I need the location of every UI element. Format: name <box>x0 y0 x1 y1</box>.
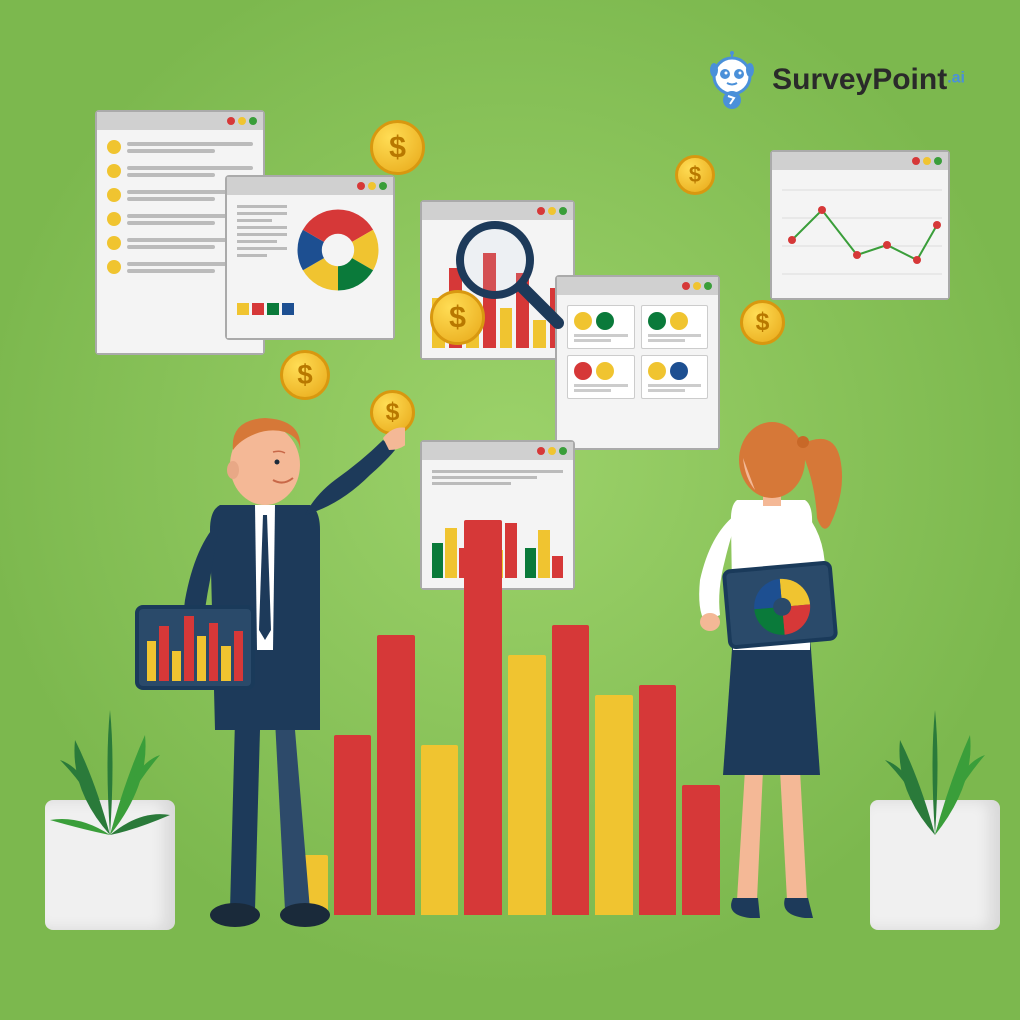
coin-icon: $ <box>675 155 715 195</box>
pie-chart-icon <box>293 205 383 295</box>
tablet-woman <box>722 560 839 649</box>
coin-icon: $ <box>740 300 785 345</box>
window-pie-doc <box>225 175 395 340</box>
window-line-chart <box>770 150 950 300</box>
logo: SurveyPoint.ai <box>702 50 965 110</box>
plant-right <box>870 800 1000 930</box>
magnifying-glass-icon <box>450 215 570 335</box>
coin-icon: $ <box>370 120 425 175</box>
robot-icon <box>702 50 762 110</box>
line-chart-icon <box>782 180 942 290</box>
logo-text: SurveyPoint.ai <box>772 63 965 97</box>
tablet-man <box>135 605 255 690</box>
